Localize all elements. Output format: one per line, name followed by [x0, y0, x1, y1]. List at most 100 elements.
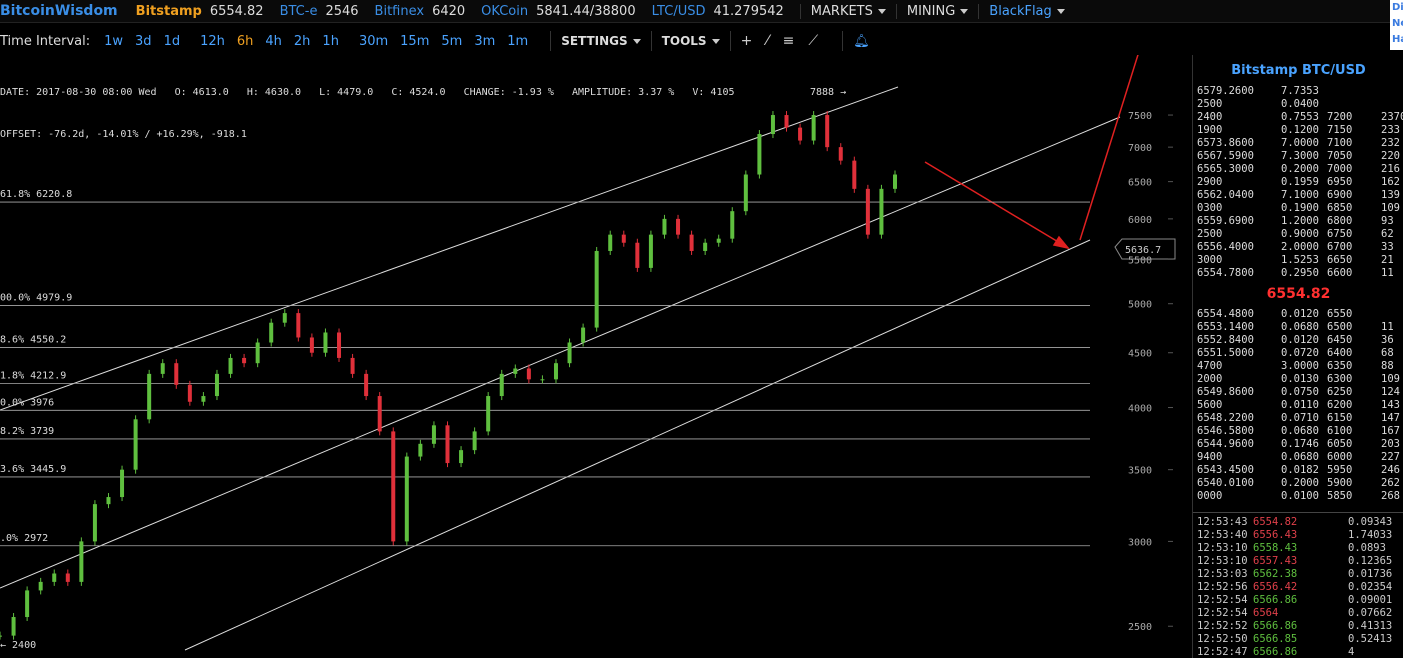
ticker-name[interactable]: Bitfinex — [374, 3, 425, 19]
menu[interactable]: SETTINGS — [561, 34, 641, 48]
book-cell: 143 — [1381, 399, 1400, 411]
book-cell: 268 — [1381, 490, 1400, 502]
candle-body — [391, 431, 396, 542]
menu[interactable]: MARKETS — [799, 3, 896, 19]
trade-price: 6566.86 — [1253, 620, 1298, 632]
candle-body — [25, 590, 30, 618]
interval-button[interactable]: 15m — [400, 33, 430, 49]
fib-percent: 100.0% — [0, 293, 30, 304]
book-cell: 2370 — [1381, 111, 1403, 123]
book-cell: 232 — [1381, 137, 1400, 149]
interval-button[interactable]: 4h — [265, 33, 282, 49]
book-cell: 7150 — [1327, 124, 1353, 136]
y-tick-label: 4500 — [1128, 349, 1152, 360]
book-cell: 7050 — [1327, 150, 1353, 162]
alert-icon[interactable]: 🔔︎ — [853, 33, 870, 49]
candle-body — [364, 373, 369, 397]
trade-time: 12:52:52 — [1197, 620, 1248, 632]
interval-button[interactable]: 1w — [104, 33, 124, 49]
ticker-price: 2546 — [325, 3, 359, 19]
candle-body — [540, 379, 545, 381]
book-cell: 21 — [1381, 254, 1394, 266]
interval-button[interactable]: 2h — [293, 33, 311, 49]
book-cell: 6556.4000 — [1197, 241, 1254, 253]
chart: 5636.7 7888 → ← 2400 7500 7000 6500 6000 550… — [0, 55, 1176, 651]
channel-line — [0, 116, 1121, 589]
side-link[interactable]: Ne — [1392, 18, 1403, 29]
book-cell: 147 — [1381, 412, 1400, 424]
interval-button[interactable]: 5m — [441, 33, 463, 49]
book-cell: 6546.5800 — [1197, 425, 1254, 437]
trade-time: 12:53:10 — [1197, 542, 1248, 554]
fib-price: 6220.8 — [36, 189, 72, 200]
last-price: 6554.82 — [1266, 286, 1331, 302]
candle-body — [106, 497, 111, 505]
top-bar: BitcoinWisdom Bitstamp 6554.82 BTC-e 2546 Bit… — [0, 0, 1403, 23]
menu[interactable]: TOOLS — [662, 34, 720, 48]
trade-price: 6556.43 — [1253, 529, 1298, 541]
candle-body — [309, 337, 314, 353]
interval-button[interactable]: 1m — [507, 33, 529, 49]
book-cell: 3.0000 — [1281, 360, 1319, 372]
candle-body — [11, 617, 16, 636]
side-link[interactable]: Di — [1392, 2, 1403, 13]
book-row: 2900 0.1959 6950 162 — [1193, 176, 1403, 189]
candle-body — [608, 234, 613, 251]
candle-body — [594, 250, 599, 328]
book-row: 6554.4800 0.0120 6550 — [1193, 308, 1403, 321]
menu-label: TOOLS — [661, 34, 707, 48]
book-row: 0000 0.0100 5850 268 — [1193, 490, 1403, 503]
candle-body — [38, 581, 43, 591]
candle-body — [784, 115, 789, 128]
book-row: 6579.2600 7.7353 — [1193, 85, 1403, 98]
interval-button[interactable]: 30m — [358, 33, 389, 49]
trade-row: 12:53:43 6554.82 0.09343 — [1193, 516, 1403, 529]
interval-button[interactable]: 12h — [200, 33, 225, 49]
book-cell: 33 — [1381, 241, 1394, 253]
candle-body — [201, 396, 206, 402]
trade-amount: 0.0893 — [1348, 542, 1386, 554]
sep — [650, 31, 652, 51]
trade-time: 12:53:40 — [1197, 529, 1248, 541]
book-cell: 246 — [1381, 464, 1400, 476]
interval-button[interactable]: 6h — [236, 33, 254, 49]
side-link[interactable]: Ha — [1392, 34, 1403, 45]
tool-icon[interactable]: ≡ — [782, 33, 795, 49]
interval-button[interactable]: 3m — [474, 33, 496, 49]
menu[interactable]: BlackFlag — [978, 3, 1074, 19]
interval-button[interactable]: 3d — [135, 33, 152, 49]
trade-time: 12:52:56 — [1197, 581, 1248, 593]
ticker-name[interactable]: OKCoin — [481, 3, 529, 19]
ticker-name[interactable]: LTC/USD — [651, 3, 706, 19]
tool-icon[interactable]: ⟋ — [808, 33, 819, 49]
trade-price: 6564 — [1253, 607, 1279, 619]
interval-button[interactable]: 1d — [163, 33, 181, 49]
price-box — [1114, 238, 1176, 260]
book-cell: 6551.5000 — [1197, 347, 1254, 359]
book-cell: 109 — [1381, 373, 1400, 385]
tool-icon[interactable]: ⁄ — [766, 33, 769, 49]
tool-icon[interactable]: + — [740, 33, 753, 49]
interval-button[interactable]: 1h — [322, 33, 339, 49]
book-cell: 0.0400 — [1281, 98, 1319, 110]
menu[interactable]: MINING — [895, 3, 978, 19]
ticker-name[interactable]: Bitstamp — [135, 3, 202, 19]
book-row: 6556.4000 2.0000 6700 33 — [1193, 241, 1403, 254]
channel-lines — [0, 86, 1121, 651]
candle-body — [648, 234, 653, 268]
book-cell: 6200 — [1327, 399, 1353, 411]
candle-body — [242, 357, 247, 364]
trade-row: 12:52:47 6566.86 4 — [1193, 646, 1403, 658]
y-tick-label: 5000 — [1128, 300, 1152, 311]
book-cell: 162 — [1381, 176, 1400, 188]
order-book-title: Bitstamp BTC/USD — [1231, 63, 1366, 78]
book-cell: 6350 — [1327, 360, 1353, 372]
book-cell: 0.0130 — [1281, 373, 1319, 385]
order-book: Bitstamp BTC/USD 6554.82 6579.2600 7.7353… — [1192, 55, 1403, 658]
book-cell: 0.0182 — [1281, 464, 1319, 476]
book-row: 6549.8600 0.0750 6250 124 — [1193, 386, 1403, 399]
candle-body — [567, 342, 572, 364]
ticker-name[interactable]: BTC-e — [279, 3, 318, 19]
candle-body — [459, 450, 464, 464]
